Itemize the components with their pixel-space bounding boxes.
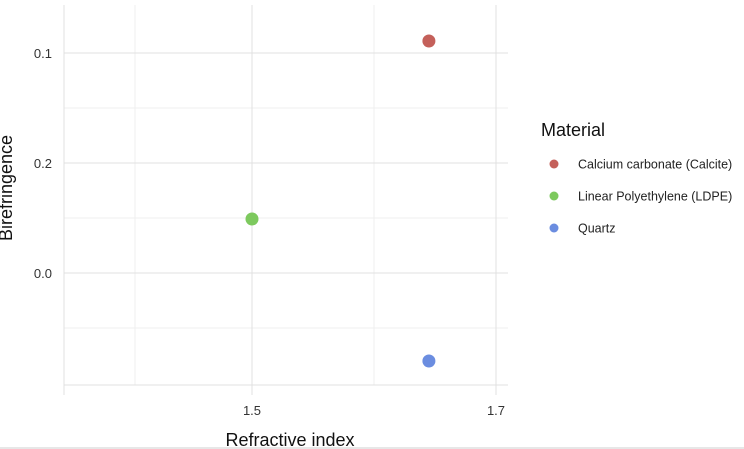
data-points (245, 34, 436, 368)
legend-items: Calcium carbonate (Calcite) Linear Polyet… (549, 158, 732, 236)
y-tick-label: 0.2 (34, 156, 52, 171)
y-tick-label: 0.0 (34, 266, 52, 281)
x-tick-label: 1.7 (487, 403, 505, 418)
data-point (422, 354, 436, 368)
y-axis-ticks: 0.1 0.2 0.0 (34, 46, 52, 281)
grid (0, 5, 744, 449)
data-point (245, 212, 259, 226)
legend-swatch (549, 223, 559, 233)
legend-label: Calcium carbonate (Calcite) (578, 158, 732, 172)
legend: Material Calcium carbonate (Calcite) Line… (541, 120, 732, 236)
y-tick-label: 0.1 (34, 46, 52, 61)
legend-swatch (549, 191, 559, 201)
legend-label: Linear Polyethylene (LDPE) (578, 190, 732, 204)
x-axis-title: Refractive index (225, 430, 354, 449)
legend-title: Material (541, 120, 605, 140)
x-tick-label: 1.5 (243, 403, 261, 418)
legend-label: Quartz (578, 222, 616, 236)
x-axis-ticks: 1.5 1.7 (243, 403, 505, 418)
legend-swatch (549, 159, 559, 169)
y-axis-title: Birefringence (0, 135, 16, 241)
data-point (422, 34, 436, 48)
